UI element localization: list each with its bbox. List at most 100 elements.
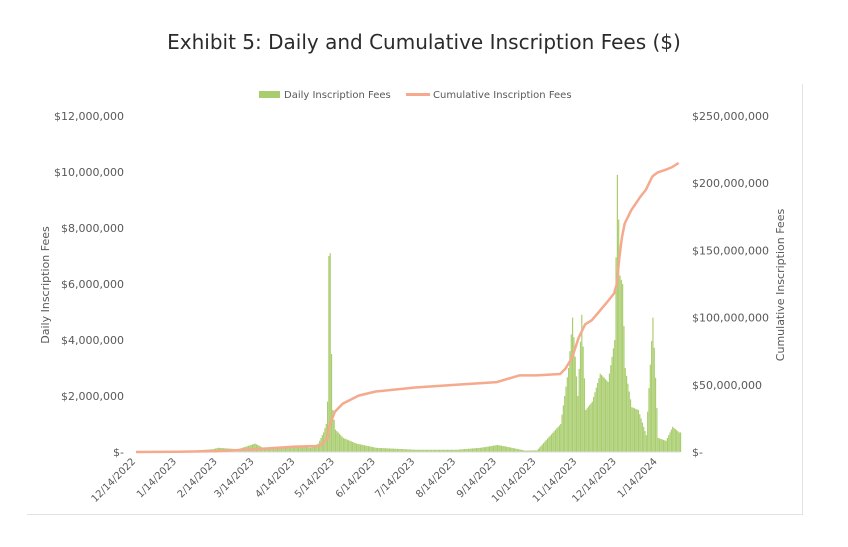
daily-bar bbox=[474, 448, 476, 452]
left-tick-label: $12,000,000 bbox=[54, 110, 124, 123]
daily-bar bbox=[382, 448, 384, 452]
daily-bar bbox=[363, 445, 366, 452]
daily-bar bbox=[550, 434, 553, 452]
daily-bar bbox=[300, 446, 302, 452]
daily-bar bbox=[404, 449, 406, 452]
daily-bar bbox=[350, 441, 352, 452]
x-tick-label: 7/14/2023 bbox=[373, 456, 417, 500]
daily-bar bbox=[415, 449, 417, 452]
daily-bar bbox=[450, 449, 452, 452]
daily-bar bbox=[374, 447, 376, 452]
daily-bar bbox=[399, 448, 401, 452]
daily-bar bbox=[311, 447, 313, 452]
daily-bar bbox=[460, 449, 462, 452]
cumulative-line bbox=[135, 161, 680, 454]
daily-bar bbox=[271, 447, 273, 452]
daily-bar bbox=[446, 449, 449, 452]
daily-bar bbox=[438, 449, 441, 452]
x-tick-label: 3/14/2023 bbox=[213, 456, 257, 500]
daily-bar bbox=[678, 432, 680, 452]
daily-bar bbox=[469, 448, 471, 452]
daily-bar bbox=[366, 445, 368, 452]
daily-bar bbox=[656, 407, 658, 452]
daily-bar bbox=[475, 448, 478, 452]
daily-bar bbox=[583, 378, 586, 452]
daily-bar bbox=[307, 447, 309, 452]
daily-bar bbox=[610, 365, 612, 452]
daily-bar bbox=[383, 448, 385, 452]
daily-bar bbox=[266, 447, 268, 452]
daily-bar bbox=[403, 449, 405, 452]
daily-bar bbox=[461, 449, 463, 452]
right-tick-labels: $- $50,000,000 $100,000,000 $150,000,000 $20… bbox=[692, 110, 769, 459]
daily-bar bbox=[546, 438, 549, 452]
daily-bar bbox=[465, 448, 467, 452]
daily-bar bbox=[586, 408, 588, 452]
daily-bar bbox=[504, 446, 506, 452]
legend-label-daily: Daily Inscription Fees bbox=[284, 90, 391, 101]
daily-bar bbox=[502, 445, 504, 452]
daily-bar bbox=[606, 380, 608, 452]
daily-bar bbox=[549, 435, 551, 452]
daily-bar bbox=[485, 446, 487, 452]
daily-bar bbox=[496, 445, 499, 452]
daily-bar bbox=[535, 450, 537, 452]
daily-bar bbox=[452, 449, 454, 452]
daily-bar bbox=[521, 450, 524, 452]
daily-bar bbox=[453, 449, 455, 452]
daily-bar bbox=[445, 449, 447, 452]
daily-bar bbox=[677, 431, 679, 452]
daily-bar bbox=[407, 449, 409, 452]
daily-bar bbox=[614, 340, 616, 452]
daily-bar bbox=[543, 443, 545, 452]
x-tick-labels: 12/14/20221/14/20232/14/20233/14/20234/1… bbox=[90, 456, 660, 505]
daily-bar bbox=[595, 387, 597, 452]
daily-bar bbox=[503, 446, 505, 452]
daily-bar bbox=[317, 443, 319, 452]
daily-bar bbox=[624, 368, 626, 452]
daily-bar bbox=[299, 446, 301, 452]
daily-bar bbox=[533, 450, 535, 452]
daily-bar bbox=[506, 446, 508, 452]
daily-bar bbox=[669, 432, 671, 452]
daily-bar bbox=[359, 444, 362, 452]
daily-bar bbox=[541, 444, 543, 452]
daily-bar bbox=[673, 427, 675, 452]
daily-bar bbox=[620, 279, 622, 452]
daily-bar bbox=[353, 442, 355, 452]
daily-bar bbox=[287, 446, 289, 452]
daily-bar bbox=[557, 426, 559, 452]
daily-bar bbox=[633, 408, 636, 452]
daily-bar bbox=[346, 439, 348, 452]
daily-bar bbox=[265, 447, 267, 452]
daily-bar bbox=[591, 401, 593, 452]
daily-bar bbox=[378, 447, 380, 452]
left-tick-label: $6,000,000 bbox=[61, 278, 124, 291]
daily-bar bbox=[352, 441, 354, 452]
daily-bar bbox=[625, 375, 628, 452]
daily-bar bbox=[377, 447, 379, 452]
daily-bar bbox=[308, 447, 310, 452]
x-tick-label: 12/14/2022 bbox=[90, 456, 139, 505]
daily-bar bbox=[424, 449, 426, 452]
daily-bar bbox=[558, 425, 561, 452]
daily-bar bbox=[253, 444, 255, 452]
daily-bar bbox=[619, 275, 621, 452]
daily-bar bbox=[486, 446, 488, 452]
daily-bar bbox=[639, 414, 641, 452]
daily-bar bbox=[423, 449, 425, 452]
daily-bar bbox=[566, 377, 568, 452]
daily-bar bbox=[400, 449, 402, 452]
daily-bar bbox=[361, 444, 363, 452]
daily-bar bbox=[520, 449, 522, 452]
daily-bar bbox=[562, 405, 564, 452]
daily-bar bbox=[553, 431, 555, 452]
daily-bar bbox=[575, 376, 578, 452]
daily-bar bbox=[370, 446, 372, 452]
daily-bar bbox=[433, 449, 435, 452]
daily-bar bbox=[429, 449, 431, 452]
daily-bar bbox=[386, 448, 388, 452]
daily-bar bbox=[545, 440, 547, 452]
right-tick-label: $100,000,000 bbox=[692, 312, 769, 325]
daily-bar bbox=[294, 446, 296, 452]
